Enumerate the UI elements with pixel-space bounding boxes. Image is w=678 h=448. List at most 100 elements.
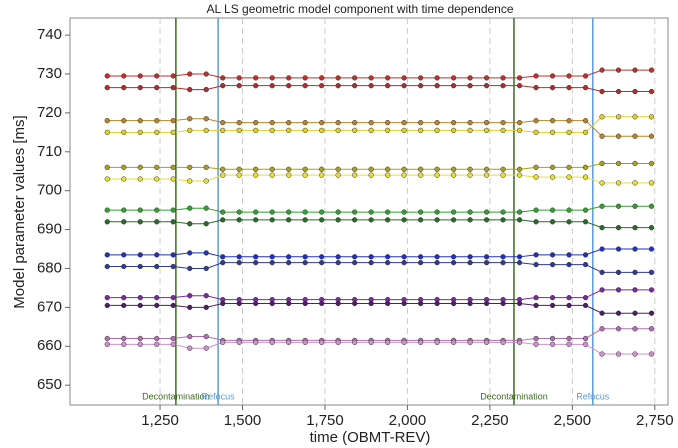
- point: [302, 127, 308, 134]
- point: [450, 83, 457, 89]
- point: [582, 118, 589, 124]
- point: [203, 71, 209, 77]
- point: [401, 300, 407, 307]
- point: [467, 127, 473, 134]
- point: [450, 209, 457, 215]
- point: [203, 265, 209, 272]
- point: [187, 164, 193, 171]
- point: [483, 339, 490, 346]
- point: [401, 254, 407, 260]
- point: [187, 250, 193, 256]
- point: [253, 172, 259, 178]
- point: [648, 180, 655, 186]
- point: [104, 73, 110, 79]
- point: [220, 119, 226, 126]
- point: [582, 174, 589, 180]
- point: [154, 295, 160, 301]
- point: [599, 133, 605, 139]
- point: [632, 114, 638, 120]
- point: [302, 83, 308, 89]
- point: [533, 73, 539, 79]
- series-line: [107, 341, 652, 355]
- point: [286, 166, 292, 172]
- event-label: Decontamination: [142, 391, 210, 401]
- point: [434, 209, 440, 215]
- point: [533, 84, 539, 91]
- point: [319, 209, 325, 215]
- point: [352, 217, 358, 223]
- point: [368, 83, 374, 89]
- point: [384, 172, 391, 178]
- point: [236, 217, 242, 223]
- series-line: [107, 118, 652, 137]
- series-line: [107, 219, 652, 229]
- point: [632, 326, 638, 332]
- point: [335, 254, 341, 260]
- point: [632, 310, 638, 316]
- point: [549, 118, 556, 124]
- point: [566, 84, 572, 91]
- point: [137, 73, 143, 79]
- point: [516, 166, 523, 172]
- point: [187, 265, 193, 272]
- point: [368, 172, 374, 178]
- point: [203, 250, 209, 256]
- point: [500, 254, 506, 260]
- point: [104, 176, 110, 182]
- point: [615, 67, 622, 73]
- point: [516, 75, 523, 81]
- point: [154, 164, 160, 171]
- point: [467, 75, 473, 81]
- series-line: [107, 174, 652, 184]
- point: [500, 166, 506, 172]
- point: [615, 269, 622, 276]
- point: [121, 118, 127, 124]
- point: [450, 217, 457, 223]
- point: [615, 160, 622, 167]
- point: [154, 252, 160, 258]
- point: [566, 174, 572, 180]
- point: [533, 207, 539, 213]
- point: [648, 160, 655, 167]
- point: [187, 71, 193, 77]
- point: [368, 75, 374, 81]
- point: [170, 252, 176, 258]
- point: [203, 178, 209, 184]
- point: [500, 119, 506, 126]
- series-line: [107, 289, 652, 301]
- point: [632, 180, 638, 186]
- point: [648, 67, 655, 73]
- point: [450, 259, 457, 266]
- point: [220, 209, 226, 215]
- point: [236, 75, 242, 81]
- point: [104, 335, 110, 342]
- point: [533, 335, 539, 342]
- point: [269, 339, 275, 346]
- point: [566, 118, 572, 124]
- point: [368, 339, 374, 346]
- point: [582, 84, 589, 91]
- point: [417, 75, 424, 81]
- series-line: [107, 85, 652, 93]
- point: [401, 217, 407, 223]
- point: [599, 287, 605, 293]
- y-tick-label: 700: [37, 182, 62, 199]
- x-tick-label: 1,250: [141, 412, 179, 429]
- point: [417, 254, 424, 260]
- point: [549, 335, 556, 342]
- point: [549, 84, 556, 91]
- y-tick-label: 740: [37, 26, 62, 43]
- point: [615, 310, 622, 316]
- x-tick-label: 2,500: [554, 412, 592, 429]
- point: [170, 84, 176, 91]
- point: [615, 351, 622, 357]
- point: [648, 326, 655, 332]
- point: [170, 176, 176, 182]
- point: [154, 118, 160, 124]
- point: [599, 224, 605, 231]
- point: [220, 172, 226, 178]
- point: [203, 205, 209, 211]
- point: [401, 209, 407, 215]
- point: [121, 164, 127, 171]
- point: [450, 166, 457, 172]
